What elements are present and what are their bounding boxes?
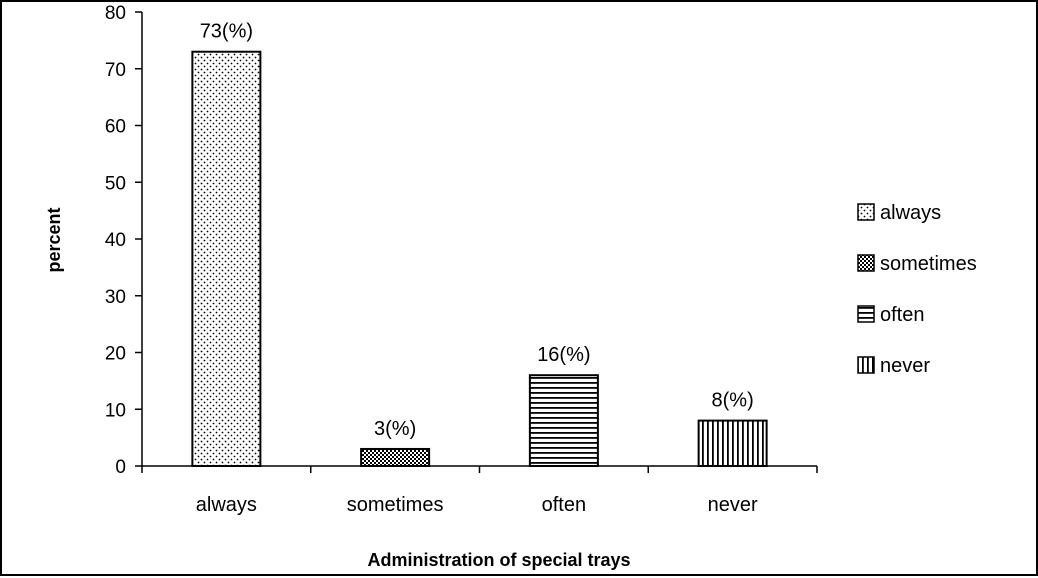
data-label: 16(%) xyxy=(537,344,590,366)
y-tick-label: 40 xyxy=(105,230,126,251)
bar-always xyxy=(191,50,262,467)
y-tick-label: 60 xyxy=(105,117,126,138)
x-tick-label: often xyxy=(542,494,586,516)
x-tick-label: always xyxy=(196,494,257,516)
legend: always sometimes often never xyxy=(857,202,977,377)
legend-entry: often xyxy=(880,304,924,326)
y-tick-label: 70 xyxy=(105,60,126,81)
data-label: 3(%) xyxy=(374,418,416,440)
x-tick-label: sometimes xyxy=(347,494,444,516)
x-tick-label: never xyxy=(708,494,758,516)
y-axis-title: percent xyxy=(44,207,64,272)
x-axis-title: Administration of special trays xyxy=(367,550,630,570)
y-tick-label: 30 xyxy=(105,287,126,308)
legend-swatch xyxy=(857,254,875,272)
legend-swatch xyxy=(857,305,875,323)
legend-swatch xyxy=(857,356,875,374)
legend-entry: sometimes xyxy=(880,253,977,275)
legend-swatch xyxy=(857,203,875,221)
data-label: 73(%) xyxy=(200,21,253,43)
y-tick-label: 0 xyxy=(115,457,126,478)
legend-entry: never xyxy=(880,355,930,377)
y-tick-label: 20 xyxy=(105,344,126,365)
bar-often xyxy=(528,374,599,468)
y-tick-label: 50 xyxy=(105,173,126,194)
y-tick-label: 10 xyxy=(105,400,126,421)
x-axis: always sometimes often never xyxy=(141,465,818,516)
y-axis: 0 10 20 30 40 50 60 70 80 xyxy=(105,3,143,478)
data-label: 8(%) xyxy=(712,390,754,412)
data-labels: 73(%) 3(%) 16(%) 8(%) xyxy=(200,21,754,440)
bar-sometimes xyxy=(360,447,431,468)
y-tick-label: 80 xyxy=(105,3,126,24)
bars xyxy=(191,50,768,468)
bar-never xyxy=(697,419,768,468)
legend-entry: always xyxy=(880,202,941,224)
